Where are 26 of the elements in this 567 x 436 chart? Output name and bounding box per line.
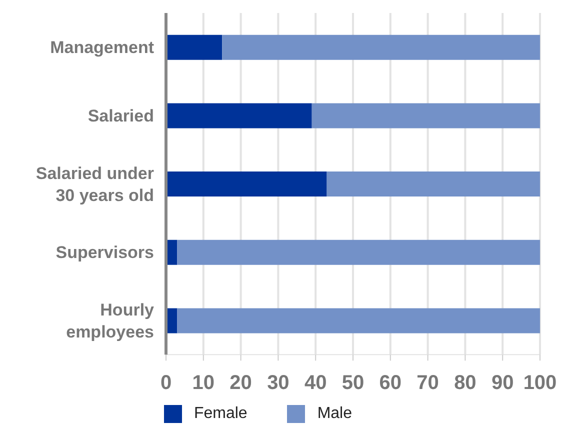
x-tick-label: 10 [192,372,215,394]
x-tick-label: 50 [342,372,364,394]
x-tick-label: 20 [230,372,252,394]
bar [166,172,327,197]
bar [326,172,540,197]
y-tick-label: Hourly employees [66,300,155,342]
y-tick-label: Supervisors [56,242,154,262]
x-tick-label: 80 [454,372,476,394]
x-tick-label: 30 [267,372,290,394]
x-tick-label: 70 [416,372,439,394]
y-tick-label: Salaried under 30 years old [36,163,154,204]
bar [177,308,540,334]
x-tick-label: 60 [379,372,402,394]
x-tick-label: 100 [523,372,557,394]
x-tick-label: 0 [160,372,172,394]
bar [166,34,222,60]
bar [166,103,312,128]
bar [222,34,540,60]
bar [177,240,540,265]
x-tick-label: 40 [304,372,327,394]
legend-label: Male [317,404,352,422]
bar [312,103,540,128]
y-tick-label: Salaried [88,106,154,125]
x-tick-label: 90 [491,372,514,394]
y-tick-label: Management [50,38,154,57]
legend-label: Female [194,404,248,422]
